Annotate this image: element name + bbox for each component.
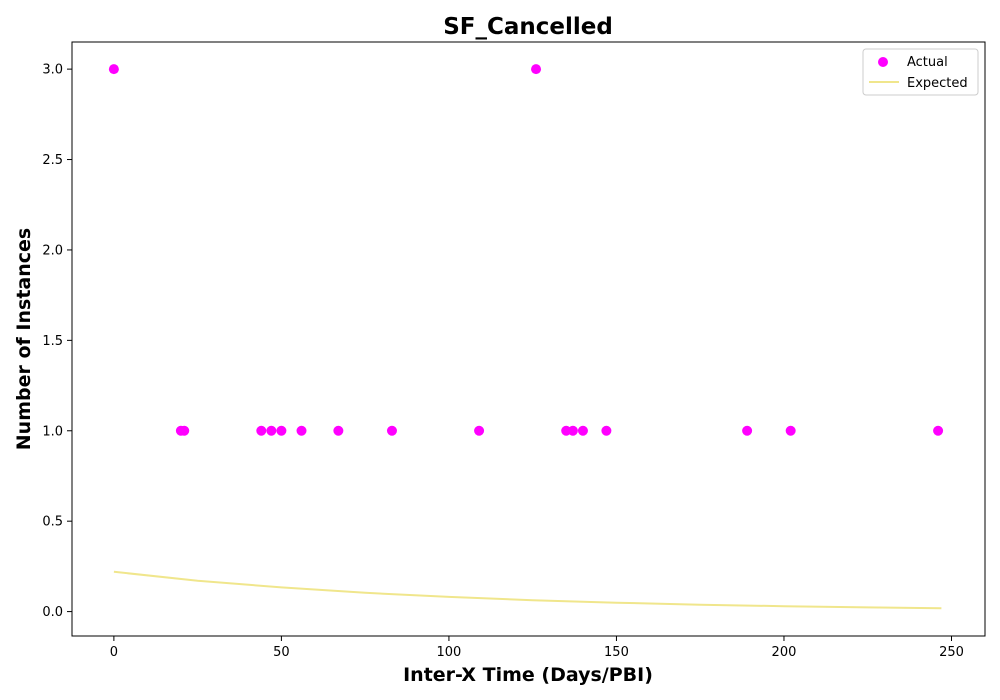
x-tick-label: 150	[604, 645, 629, 660]
x-tick-label: 100	[437, 645, 462, 660]
actual-data-point	[296, 425, 307, 436]
legend: Actual Expected	[862, 48, 979, 96]
y-axis-ticks: 0.0 0.5 1.0 1.5 2.0 2.5 3.0	[42, 63, 72, 620]
y-axis-label: Number of Instances	[13, 228, 35, 450]
x-axis-label: Inter-X Time (Days/PBI)	[403, 664, 653, 686]
y-tick-label: 3.0	[42, 63, 63, 78]
actual-data-point	[386, 425, 397, 436]
y-tick-label: 1.5	[42, 334, 63, 349]
actual-data-point	[601, 425, 612, 436]
actual-data-point	[785, 425, 796, 436]
legend-actual-label: Actual	[907, 55, 948, 70]
actual-data-point	[531, 64, 542, 75]
legend-expected-label: Expected	[907, 76, 968, 91]
x-axis-ticks: 0 50 100 150 200 250	[110, 636, 964, 660]
chart-title: SF_Cancelled	[443, 14, 613, 40]
actual-data-point	[179, 425, 190, 436]
x-tick-label: 0	[110, 645, 118, 660]
actual-data-point	[933, 425, 944, 436]
x-tick-label: 250	[939, 645, 964, 660]
actual-data-point	[276, 425, 287, 436]
y-tick-label: 2.0	[42, 243, 63, 258]
plot-area: 0 50 100 150 200 250 0.0 0.5 1.0 1.5 2.0 2.5 3.0	[42, 41, 986, 660]
legend-actual-marker	[878, 57, 888, 67]
y-tick-label: 0.0	[42, 605, 63, 620]
actual-data-point	[474, 425, 485, 436]
y-tick-label: 2.5	[42, 153, 63, 168]
plot-frame	[71, 41, 986, 637]
x-tick-label: 200	[772, 645, 797, 660]
x-tick-label: 50	[273, 645, 290, 660]
actual-data-point	[256, 425, 267, 436]
expected-series-line	[113, 570, 942, 610]
actual-data-point	[577, 425, 588, 436]
y-tick-label: 0.5	[42, 515, 63, 530]
legend-box	[862, 48, 979, 96]
actual-data-point	[266, 425, 277, 436]
series-layer	[108, 64, 944, 610]
y-tick-label: 1.0	[42, 424, 63, 439]
actual-data-point	[333, 425, 344, 436]
actual-data-point	[742, 425, 753, 436]
actual-data-point	[108, 64, 119, 75]
actual-data-point	[567, 425, 578, 436]
